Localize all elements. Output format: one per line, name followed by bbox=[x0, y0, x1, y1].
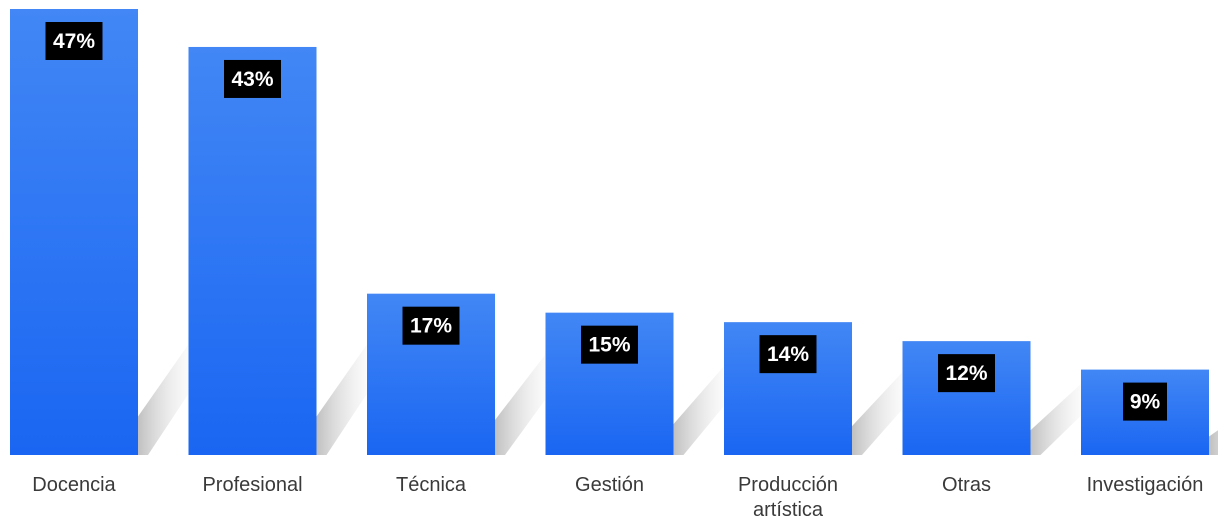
value-label: 47% bbox=[53, 30, 95, 53]
value-label: 15% bbox=[588, 334, 630, 357]
value-label-box bbox=[581, 325, 638, 364]
value-label: 17% bbox=[410, 315, 452, 338]
category-label: Docencia bbox=[32, 474, 116, 496]
bars-group bbox=[10, 9, 1209, 455]
value-labels-group: 47% 43% 17% 15% 14% 12% 9% bbox=[45, 22, 1167, 421]
value-label-box bbox=[938, 354, 995, 393]
bar-shadows bbox=[138, 345, 1218, 455]
value-label-box bbox=[759, 335, 817, 374]
value-label: 12% bbox=[945, 362, 987, 385]
value-label: 9% bbox=[1130, 391, 1161, 414]
value-label: 14% bbox=[767, 343, 809, 366]
category-label: Profesional bbox=[202, 474, 302, 496]
value-label: 43% bbox=[231, 68, 273, 91]
bar-shadow bbox=[1030, 384, 1081, 455]
bar-profesional bbox=[188, 46, 317, 455]
bar-shadow bbox=[138, 345, 188, 455]
value-label-box bbox=[1123, 382, 1167, 421]
category-label: Gestión bbox=[575, 474, 644, 496]
value-label-box bbox=[402, 306, 460, 345]
value-label-box bbox=[45, 22, 103, 60]
category-labels-group: Docencia Profesional Técnica Gestión Producc… bbox=[32, 474, 1203, 521]
value-label-box bbox=[224, 59, 281, 98]
category-label: Producción artística bbox=[738, 474, 838, 521]
category-label: Otras bbox=[942, 474, 991, 496]
category-label: Investigación bbox=[1087, 474, 1204, 496]
bar-shadow bbox=[673, 366, 724, 455]
bar-shadow bbox=[852, 372, 902, 455]
bar-shadow bbox=[316, 345, 367, 455]
bar-docencia bbox=[10, 9, 138, 455]
category-label: Técnica bbox=[396, 474, 467, 496]
bar-shadow bbox=[495, 354, 545, 455]
bar-shadow bbox=[1209, 430, 1218, 455]
